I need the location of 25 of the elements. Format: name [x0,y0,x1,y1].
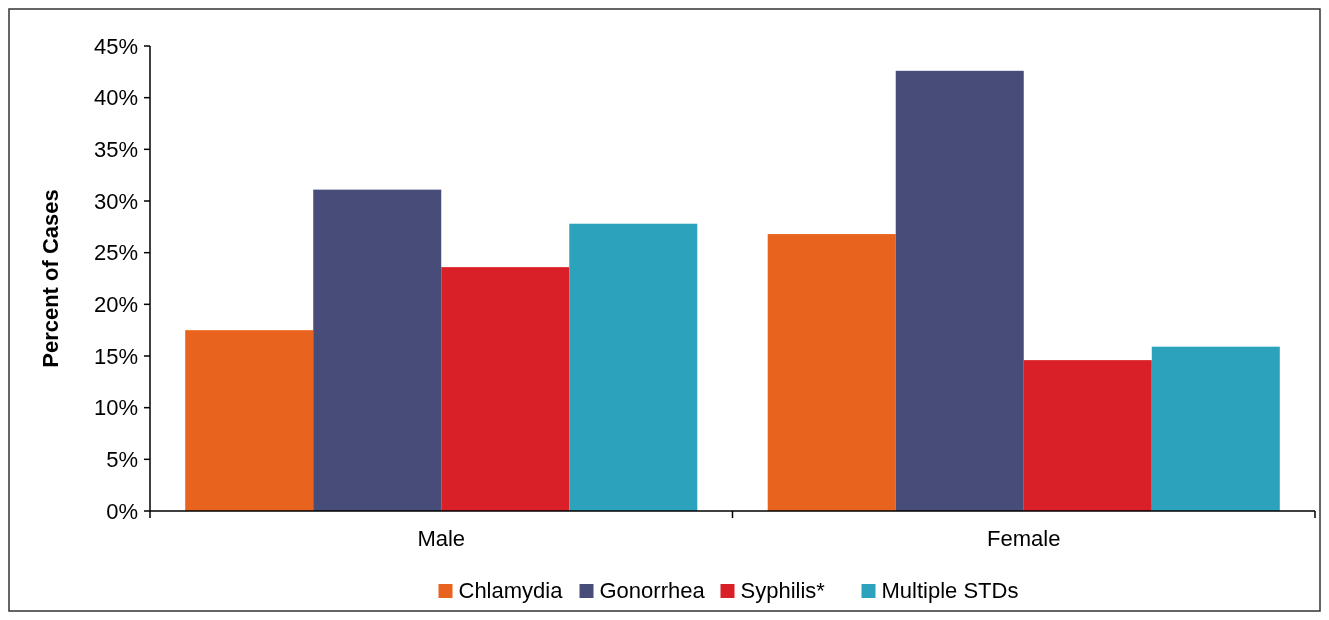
y-tick-label: 10% [93,395,138,421]
y-tick-label: 40% [93,85,138,111]
bar [895,70,1024,511]
legend-label: Chlamydia [458,578,564,603]
y-tick-label: 20% [93,292,138,318]
x-tick-label: Female [987,526,1061,551]
bar [569,223,698,511]
bar [185,330,314,511]
y-tick-label: 15% [93,343,138,369]
legend-label: Syphilis* [740,578,826,603]
y-tick-label: 30% [93,188,138,214]
legend-label: Multiple STDs [881,578,1019,603]
y-tick-label: 45% [93,33,138,59]
y-axis-title: Percent of Cases [38,189,63,368]
y-tick-label: 25% [93,240,138,266]
bar [1023,360,1152,511]
y-tick-label: 5% [106,447,138,473]
bar [313,189,442,511]
bar [441,267,570,511]
legend-label: Gonorrhea [599,578,706,603]
bar [1151,346,1280,511]
bar [767,234,896,511]
y-tick-label: 0% [106,498,138,524]
x-tick-label: Male [417,526,466,551]
y-tick-label: 35% [93,137,138,163]
